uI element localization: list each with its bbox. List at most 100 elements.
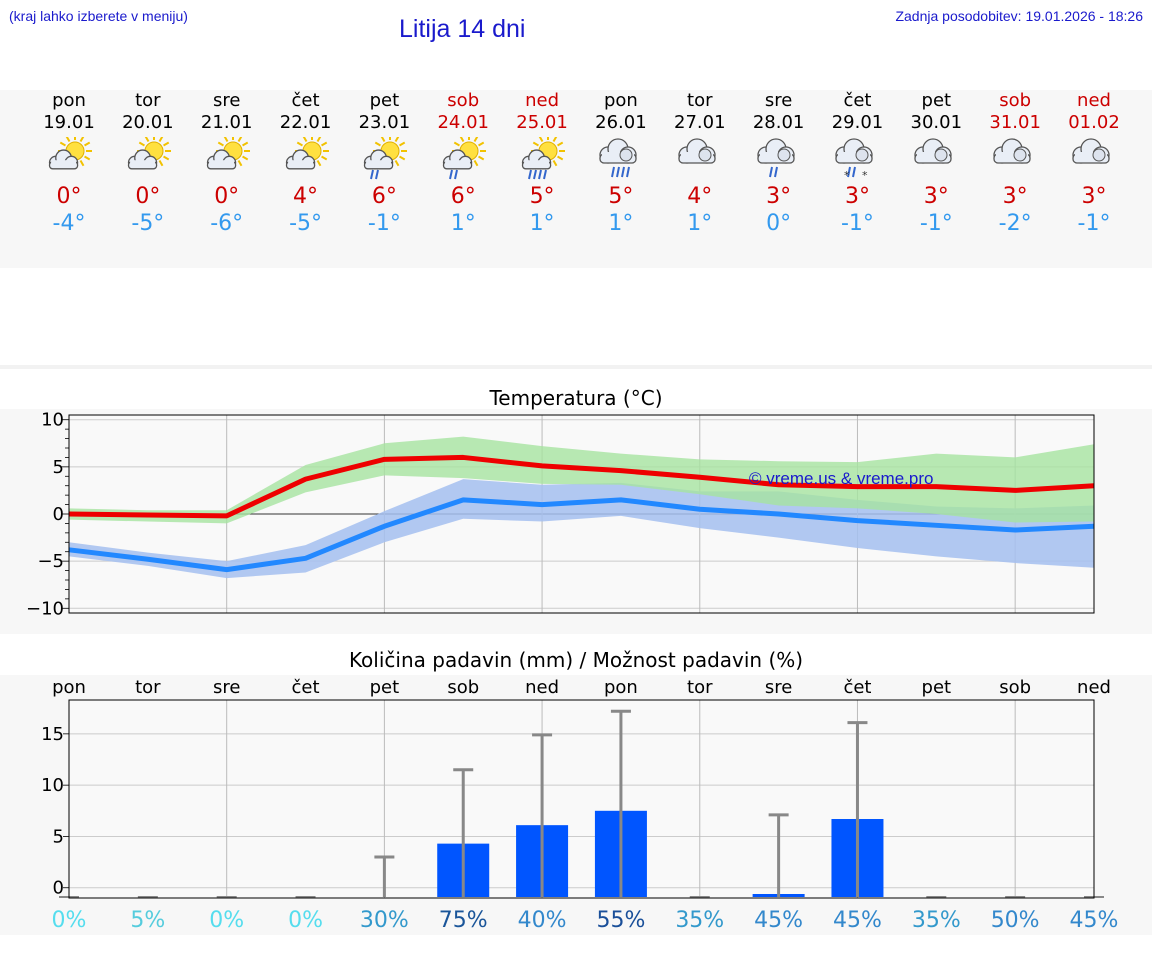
precipitation-probability: 75% xyxy=(439,908,488,933)
min-temperature: -1° xyxy=(919,211,953,236)
min-temperature-line-point xyxy=(778,513,780,515)
cloud-icon xyxy=(678,138,716,164)
day-date: 29.01 xyxy=(831,112,884,133)
cloud-sleet-icon: * * xyxy=(835,138,874,181)
y-tick-label: 0 xyxy=(53,878,64,899)
min-temperature-line-point xyxy=(226,569,228,571)
last-updated: Zadnja posodobitev: 19.01.2026 - 18:26 xyxy=(895,8,1143,24)
sun-cloud-icon xyxy=(285,137,329,170)
plot-frame xyxy=(68,699,1095,899)
precipitation-probability: 0% xyxy=(288,908,323,933)
day-name: sob xyxy=(999,90,1032,111)
max-temperature: 6° xyxy=(450,184,476,209)
max-temperature: 4° xyxy=(687,184,713,209)
region-hint-link[interactable]: (kraj lahko izberete v meniju) xyxy=(9,8,188,24)
max-temperature: 5° xyxy=(608,184,634,209)
forecast-day: pet 30.01 3° -1° xyxy=(896,90,976,237)
day-date: 26.01 xyxy=(595,112,647,133)
day-date: 24.01 xyxy=(437,112,489,133)
day-name: pet xyxy=(921,90,952,111)
max-temperature: 0° xyxy=(135,184,161,209)
min-temperature-line-point xyxy=(856,520,858,522)
max-temperature: 4° xyxy=(293,184,319,209)
precipitation-error-bar xyxy=(453,768,474,897)
day-name: ned xyxy=(525,90,560,111)
page-title: Litija 14 dni xyxy=(399,15,526,43)
max-temperature: 3° xyxy=(766,184,792,209)
day-date: 28.01 xyxy=(752,112,805,133)
x-category-label: pon xyxy=(604,677,638,698)
precipitation-probability: 0% xyxy=(209,908,244,933)
min-temperature-line-point xyxy=(147,558,149,560)
day-name: čet xyxy=(843,90,872,111)
day-date: 19.01 xyxy=(43,112,95,133)
y-tick-label: 5 xyxy=(53,826,64,847)
x-category-label: pet xyxy=(370,677,400,698)
forecast-day: pon 19.01 0° -4° xyxy=(29,90,109,237)
day-name: tor xyxy=(687,90,713,111)
cloud-icon xyxy=(1072,138,1110,164)
x-category-label: tor xyxy=(687,677,713,698)
forecast-day: čet 22.01 4° -5° xyxy=(266,90,346,237)
sun-cloud-icon xyxy=(206,137,250,170)
min-temperature-line xyxy=(68,497,1095,573)
min-temperature: 1° xyxy=(529,211,555,236)
cloud-icon xyxy=(914,138,952,164)
x-category-label: sre xyxy=(765,677,792,698)
min-temperature-line-point xyxy=(462,499,464,501)
x-category-label: čet xyxy=(843,677,871,698)
x-category-label: pet xyxy=(922,677,952,698)
min-temperature: -1° xyxy=(840,211,874,236)
x-category-label: tor xyxy=(135,677,161,698)
min-temperature: -6° xyxy=(210,211,244,236)
svg-text:*: * xyxy=(844,169,850,181)
min-temperature: 0° xyxy=(766,211,792,236)
max-temperature: 5° xyxy=(529,184,555,209)
x-category-label: ned xyxy=(1077,677,1111,698)
min-temperature: -5° xyxy=(289,211,322,236)
precipitation-error-bar xyxy=(847,721,868,897)
temperature-chart-title: Temperatura (°C) xyxy=(489,386,663,410)
y-tick-label: −10 xyxy=(26,598,64,619)
x-category-label: pon xyxy=(52,677,86,698)
day-date: 30.01 xyxy=(910,112,963,133)
forecast-day: sob 31.01 3° -2° xyxy=(975,90,1055,237)
day-date: 20.01 xyxy=(122,112,174,133)
sun-cloud-icon xyxy=(48,137,92,170)
x-category-label: ned xyxy=(525,677,559,698)
precipitation-error-bar xyxy=(768,813,789,897)
plot-frame xyxy=(68,414,1095,614)
day-date: 27.01 xyxy=(674,112,726,133)
day-name: pon xyxy=(603,90,638,111)
min-temperature: -1° xyxy=(1077,211,1111,236)
day-name: čet xyxy=(291,90,320,111)
min-temperature: -4° xyxy=(52,211,86,236)
cloud-rain-icon xyxy=(599,138,637,178)
day-name: sob xyxy=(447,90,480,111)
daily-forecast-panel: pon 19.01 0° -4° tor 20.01 0° -5° sre 21.01 0° -6° č… xyxy=(0,90,1152,268)
max-temperature: 0° xyxy=(56,184,82,209)
precipitation-probability: 45% xyxy=(754,908,803,933)
y-tick-label: 0 xyxy=(53,504,64,525)
forecast-day: čet 29.01 * * 3° -1° xyxy=(817,90,897,237)
max-temperature-line-point xyxy=(1014,489,1016,491)
day-name: sre xyxy=(764,90,793,111)
y-tick-label: −5 xyxy=(37,551,64,572)
sun-cloud-rain-icon xyxy=(521,137,566,180)
watermark: © vreme.us & vreme.pro xyxy=(749,469,933,488)
forecast-day: pon 26.01 5° 1° xyxy=(581,90,661,237)
day-name: pet xyxy=(369,90,400,111)
sun-cloud-rain-light-icon xyxy=(443,137,487,180)
max-temperature: 0° xyxy=(214,184,240,209)
forecast-day: sob 24.01 6° 1° xyxy=(423,90,503,237)
min-temperature: -5° xyxy=(131,211,165,236)
max-temperature: 6° xyxy=(371,184,397,209)
min-temperature-line-point xyxy=(305,557,307,559)
forecast-day: ned 25.01 5° 1° xyxy=(502,90,582,237)
max-temperature-line-point xyxy=(620,470,622,472)
precipitation-probability: 35% xyxy=(912,908,961,933)
day-name: tor xyxy=(135,90,161,111)
cloud-rain-light-icon xyxy=(756,138,795,178)
precipitation-error-bar xyxy=(374,855,395,897)
